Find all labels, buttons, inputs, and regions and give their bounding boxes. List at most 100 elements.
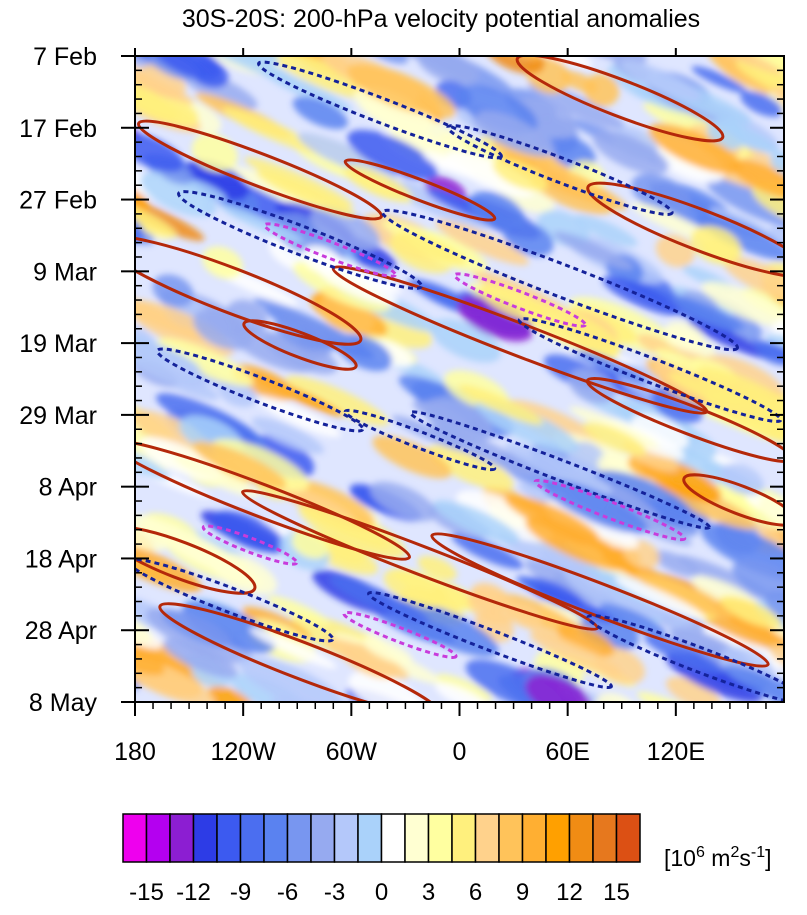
anomaly-cell <box>785 248 807 284</box>
anomaly-cell <box>620 60 702 101</box>
colorbar-swatch <box>521 813 547 863</box>
anomaly-cell <box>652 550 700 577</box>
negative-contour <box>453 272 587 328</box>
anomaly-cell <box>135 191 178 239</box>
colorbar-tick-label: 3 <box>422 879 435 906</box>
y-tick-label: 8 Apr <box>39 474 97 502</box>
positive-contour <box>430 532 770 668</box>
colorbar-tick-label: 15 <box>603 879 630 906</box>
positive-contour <box>135 525 257 595</box>
anomaly-cell <box>458 384 543 425</box>
y-tick-label: 17 Feb <box>19 115 97 143</box>
anomaly-cell <box>330 576 430 624</box>
anomaly-cell <box>529 632 622 677</box>
anomaly-cell <box>492 158 548 192</box>
anomaly-cell <box>417 555 457 581</box>
anomaly-cell <box>212 510 285 553</box>
anomaly-cell <box>176 542 263 584</box>
anomaly-cell <box>249 627 337 669</box>
anomaly-cell <box>569 406 659 448</box>
anomaly-cell <box>504 442 613 495</box>
anomaly-cell <box>701 281 784 327</box>
anomaly-cell <box>739 15 807 62</box>
anomaly-cell <box>300 505 392 549</box>
anomaly-cell <box>389 232 453 274</box>
contour-lines <box>135 56 784 702</box>
heatmap-plot-area <box>66 15 807 702</box>
anomaly-cell <box>342 643 400 679</box>
anomaly-cell <box>456 490 553 543</box>
anomaly-cell <box>655 234 695 268</box>
anomaly-cell <box>583 73 620 107</box>
anomaly-cell <box>433 583 474 610</box>
anomaly-cell <box>348 56 452 70</box>
positive-contour <box>241 489 599 631</box>
anomaly-cell <box>644 635 724 675</box>
anomaly-cell <box>361 56 408 64</box>
colorbar-swatch <box>145 813 171 863</box>
y-tick-label: 27 Feb <box>19 187 97 215</box>
anomaly-cell <box>310 206 381 252</box>
x-tick-label: 180 <box>114 738 156 766</box>
anomaly-cell <box>353 87 432 133</box>
anomaly-cell <box>451 533 524 570</box>
positive-contour <box>515 56 725 143</box>
anomaly-cell <box>182 601 276 653</box>
anomaly-cell <box>369 481 437 522</box>
colorbar-swatch <box>122 813 148 863</box>
anomaly-cell <box>447 150 535 198</box>
colorbar-swatch <box>263 813 289 863</box>
anomaly-cell <box>173 455 229 482</box>
anomaly-cell <box>157 338 254 387</box>
anomaly-cell <box>654 348 707 376</box>
anomaly-cell <box>719 463 764 496</box>
anomaly-cell <box>571 690 649 702</box>
negative-contour <box>533 478 687 542</box>
positive-contour <box>682 473 784 527</box>
colorbar-swatch <box>192 813 218 863</box>
negative-contour <box>517 317 783 423</box>
anomaly-cell <box>256 170 356 218</box>
y-tick-label: 18 Apr <box>25 545 97 573</box>
colorbar-swatch <box>498 813 524 863</box>
anomaly-cell <box>135 511 169 552</box>
anomaly-cell <box>430 424 536 475</box>
colorbar-swatch <box>474 813 500 863</box>
anomaly-cell <box>696 213 784 261</box>
anomaly-cell <box>222 107 321 154</box>
negative-contour <box>586 614 784 702</box>
negative-contour <box>381 208 739 352</box>
anomaly-cell <box>435 219 529 266</box>
anomaly-cell <box>673 296 744 331</box>
colorbar-swatch <box>451 813 477 863</box>
anomaly-cell <box>268 56 371 99</box>
colorbar-swatch <box>615 813 641 863</box>
positive-contour <box>585 376 784 464</box>
colorbar-tick-label: 6 <box>469 879 482 906</box>
anomaly-cell <box>553 231 633 270</box>
anomaly-cell <box>631 413 689 450</box>
anomaly-cell <box>135 299 234 357</box>
anomaly-cell <box>720 595 782 629</box>
anomaly-cell <box>251 417 325 454</box>
colorbar: -15 -12 -9 -6 -3 0 3 6 9 12 15 <box>122 813 641 906</box>
anomaly-cell <box>66 355 125 391</box>
anomaly-cell <box>798 153 807 196</box>
negative-contour <box>257 60 503 160</box>
anomaly-cell <box>583 422 647 456</box>
colorbar-swatch <box>380 813 406 863</box>
positive-contour <box>136 119 384 221</box>
anomaly-cell <box>192 441 287 489</box>
positive-contour <box>343 158 497 222</box>
anomaly-cell <box>135 56 195 104</box>
anomaly-cell <box>230 673 308 702</box>
y-tick-label: 9 Mar <box>33 258 97 286</box>
anomaly-cell <box>428 444 514 491</box>
anomaly-cell <box>527 82 626 130</box>
anomaly-cell <box>783 386 807 429</box>
colorbar-swatch <box>357 813 383 863</box>
x-tick-label: 120E <box>647 738 705 766</box>
anomaly-cell <box>690 225 742 265</box>
negative-contour <box>446 124 674 216</box>
anomaly-cell <box>787 157 807 194</box>
